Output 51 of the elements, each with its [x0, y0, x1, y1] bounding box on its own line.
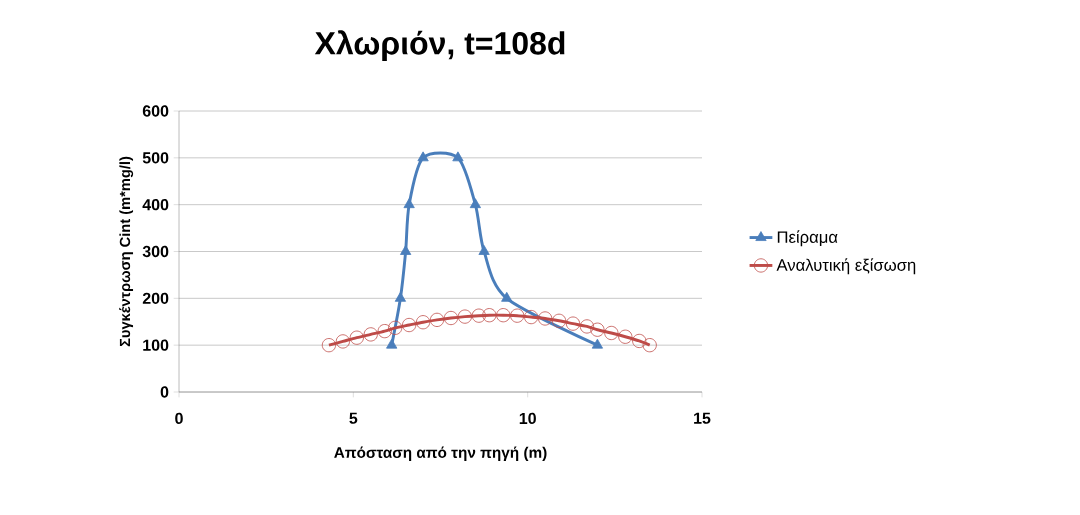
y-tick-label: 400 — [142, 199, 169, 211]
x-tick-label: 10 — [519, 412, 536, 425]
legend-label: Πείραμα — [777, 230, 838, 247]
y-tick-label: 600 — [142, 105, 169, 117]
point — [443, 310, 459, 326]
point — [400, 245, 412, 255]
y-tick-label: 500 — [142, 152, 169, 164]
point — [377, 324, 392, 339]
point — [482, 308, 497, 323]
point — [335, 334, 350, 349]
point — [565, 316, 581, 331]
point — [403, 198, 415, 209]
point — [349, 330, 364, 345]
point — [538, 311, 553, 326]
chart-title: Χλωριόν, t=108d — [314, 30, 565, 61]
x-tick-label: 5 — [349, 412, 358, 424]
x-axis-title: Απόσταση από την πηγή (m) — [334, 446, 547, 461]
point — [524, 310, 539, 325]
point — [551, 313, 567, 328]
point — [321, 338, 336, 353]
point — [457, 309, 472, 324]
y-axis-title: Συγκέντρωση Cint (m*mg/l) — [119, 156, 134, 347]
point — [394, 291, 407, 302]
point — [452, 151, 464, 162]
point — [478, 245, 490, 255]
point — [416, 315, 431, 330]
point — [386, 338, 398, 349]
y-tick-label: 200 — [142, 292, 169, 304]
y-tick-label: 100 — [143, 339, 169, 351]
point — [591, 338, 603, 349]
point — [363, 327, 378, 342]
point — [402, 317, 417, 333]
x-tick-label: 15 — [694, 412, 711, 424]
point — [632, 333, 647, 349]
point — [579, 319, 595, 334]
legend-label: Αναλυτική εξίσωση — [776, 258, 916, 275]
point — [417, 151, 429, 162]
point — [471, 308, 486, 323]
point — [429, 312, 445, 327]
point — [501, 291, 513, 302]
point — [510, 308, 525, 323]
point — [642, 338, 657, 353]
point — [604, 325, 619, 341]
x-tick-label: 0 — [175, 412, 183, 425]
point — [469, 198, 481, 209]
point — [388, 320, 403, 335]
point — [590, 322, 605, 337]
point — [496, 308, 511, 323]
y-tick-label: 300 — [142, 245, 169, 258]
y-tick-label: 0 — [160, 386, 169, 398]
point — [618, 329, 633, 344]
